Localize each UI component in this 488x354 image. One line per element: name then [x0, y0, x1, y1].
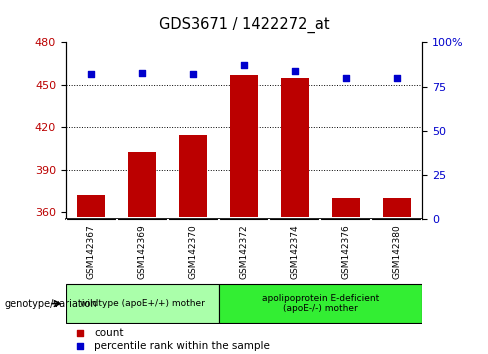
Text: GDS3671 / 1422272_at: GDS3671 / 1422272_at: [159, 17, 329, 33]
Text: GSM142374: GSM142374: [290, 224, 300, 279]
Point: [87, 72, 95, 77]
Bar: [179, 135, 207, 217]
Text: apolipoprotein E-deficient
(apoE-/-) mother: apolipoprotein E-deficient (apoE-/-) mot…: [262, 294, 379, 313]
Bar: [230, 75, 258, 217]
Point: [240, 63, 248, 68]
Text: GSM142367: GSM142367: [87, 224, 96, 279]
Text: GSM142380: GSM142380: [392, 224, 401, 279]
FancyBboxPatch shape: [66, 284, 219, 323]
Bar: [77, 195, 105, 217]
Text: count: count: [94, 328, 124, 338]
Point: [342, 75, 350, 81]
Text: genotype/variation: genotype/variation: [5, 298, 98, 309]
Point: [138, 70, 146, 75]
Bar: [383, 198, 411, 217]
Bar: [281, 78, 309, 217]
Text: GSM142369: GSM142369: [138, 224, 147, 279]
FancyBboxPatch shape: [219, 284, 422, 323]
Bar: [128, 152, 156, 217]
Text: GSM142372: GSM142372: [240, 224, 248, 279]
Text: GSM142370: GSM142370: [188, 224, 198, 279]
Point: [76, 344, 84, 349]
Text: percentile rank within the sample: percentile rank within the sample: [94, 342, 270, 352]
Point: [393, 75, 401, 81]
Point: [76, 330, 84, 336]
Text: GSM142376: GSM142376: [341, 224, 350, 279]
Bar: [332, 198, 360, 217]
Text: wildtype (apoE+/+) mother: wildtype (apoE+/+) mother: [80, 299, 204, 308]
Point: [189, 72, 197, 77]
Point: [291, 68, 299, 74]
